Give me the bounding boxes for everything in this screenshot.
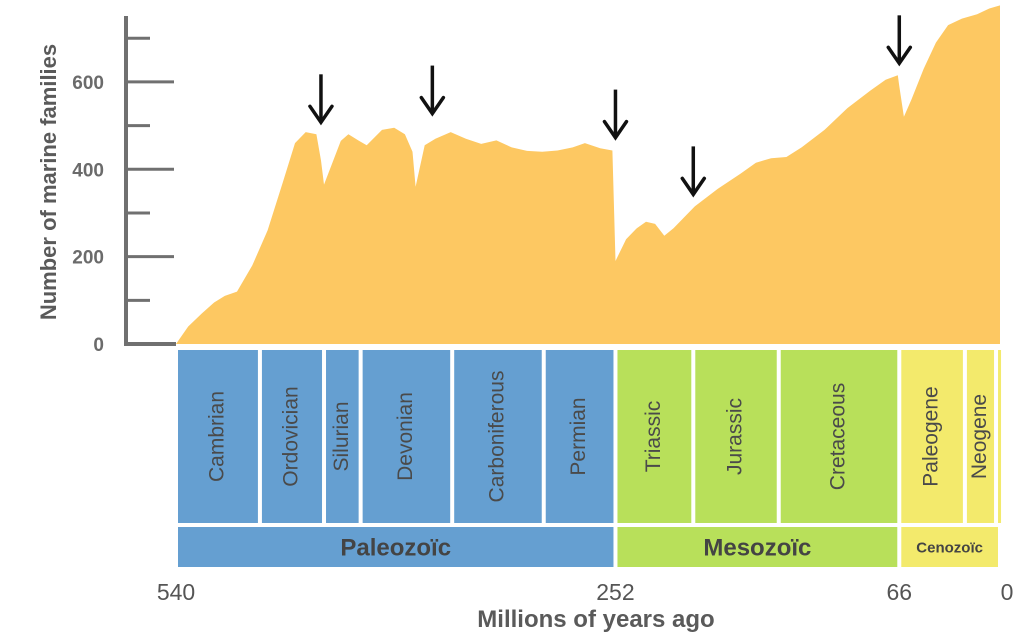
y-axis-title: Number of marine families <box>36 44 61 320</box>
extinction-arrow <box>886 15 913 67</box>
period-label: Neogene <box>968 394 991 479</box>
period-band <box>261 350 323 523</box>
era-label-paleozoic: Paleozoïc <box>340 535 451 562</box>
period-label: Carboniferous <box>486 371 509 503</box>
period-band <box>545 350 614 523</box>
y-tick-label: 600 <box>72 73 104 94</box>
period-label: Paleogene <box>920 386 943 486</box>
area-layer <box>176 5 1000 345</box>
period-label: Cretaceous <box>827 383 850 490</box>
era-label-cenozoic: Cenozoïc <box>916 539 983 556</box>
extinction-arrow <box>680 146 707 198</box>
period-band <box>362 350 451 523</box>
period-band <box>326 350 359 523</box>
period-band <box>901 350 963 523</box>
y-tick-label: 400 <box>72 160 104 181</box>
extinction-arrows <box>308 15 913 198</box>
era-band-paleozoic <box>178 527 614 567</box>
era-bands: Paleozoïc Mesozoïc Cenozoïc <box>178 527 998 567</box>
extinction-arrow <box>419 65 446 117</box>
extinction-arrow <box>308 74 334 126</box>
period-label: Silurian <box>330 401 353 471</box>
period-band <box>998 350 1002 523</box>
period-band <box>617 350 692 523</box>
period-label: Devonian <box>394 392 417 481</box>
period-band <box>695 350 777 523</box>
period-label: Permian <box>567 397 590 475</box>
y-axis: 0 200 400 600 <box>72 16 176 356</box>
x-tick-label: 66 <box>886 579 912 605</box>
period-bands: Cambrian Ordovician Silurian Devonian Carbon… <box>178 350 1002 523</box>
era-band-cenozoic <box>901 527 998 567</box>
period-band <box>780 350 898 523</box>
era-band-mesozoic <box>617 527 898 567</box>
period-band <box>454 350 542 523</box>
y-tick-label: 200 <box>72 248 104 269</box>
period-band <box>178 350 258 523</box>
x-tick-labels: 540 252 66 0 <box>157 579 1014 605</box>
y-tick-label: 0 <box>93 335 104 356</box>
period-label: Triassic <box>642 401 665 473</box>
extinction-arrow <box>602 89 629 141</box>
marine-families-area <box>176 5 1000 345</box>
period-band <box>966 350 995 523</box>
x-tick-label: 540 <box>157 579 195 605</box>
period-label: Ordovician <box>280 386 303 486</box>
period-label: Jurassic <box>724 398 747 475</box>
x-axis-title: Millions of years ago <box>477 606 714 633</box>
period-label: Cambrian <box>206 391 229 482</box>
era-label-mesozoic: Mesozoïc <box>703 535 811 562</box>
x-tick-label: 0 <box>1001 579 1014 605</box>
x-tick-label: 252 <box>596 579 634 605</box>
